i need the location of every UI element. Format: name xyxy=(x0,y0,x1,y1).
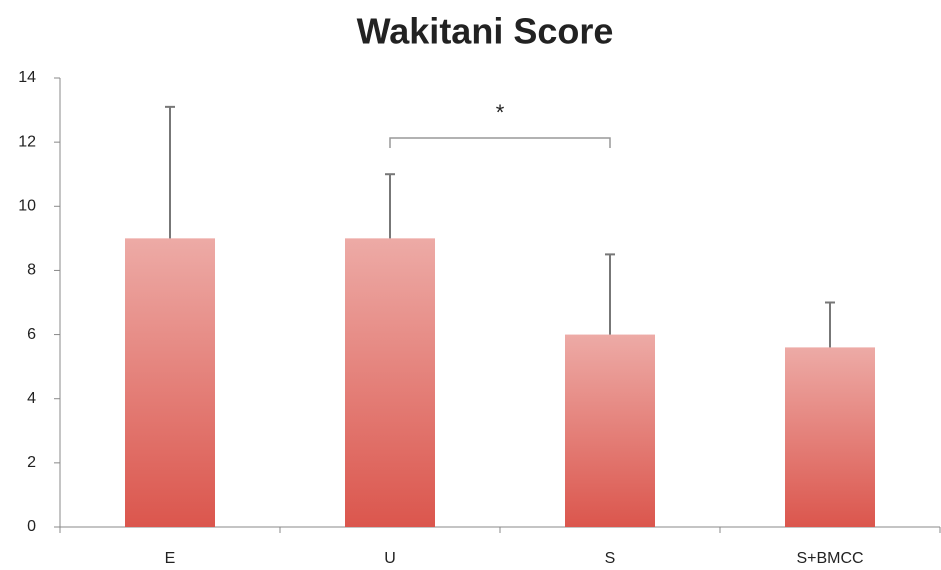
bar xyxy=(125,238,215,527)
x-tick-label: S+BMCC xyxy=(796,550,863,567)
y-tick-label: 8 xyxy=(27,262,36,279)
y-tick-label: 6 xyxy=(27,326,36,343)
x-tick-label: U xyxy=(384,550,396,567)
x-tick-label: E xyxy=(165,550,176,567)
y-tick-label: 10 xyxy=(18,198,36,215)
y-tick-label: 14 xyxy=(18,69,36,86)
significance-bracket xyxy=(389,137,611,148)
bar xyxy=(785,347,875,527)
y-tick-label: 12 xyxy=(18,133,36,150)
bar xyxy=(345,238,435,527)
significance-label: * xyxy=(496,100,505,125)
chart-title: Wakitani Score xyxy=(357,11,614,52)
y-tick-label: 4 xyxy=(27,390,36,407)
y-tick-label: 2 xyxy=(27,454,36,471)
y-tick-label: 0 xyxy=(27,518,36,535)
bar xyxy=(565,334,655,527)
x-tick-label: S xyxy=(605,550,616,567)
